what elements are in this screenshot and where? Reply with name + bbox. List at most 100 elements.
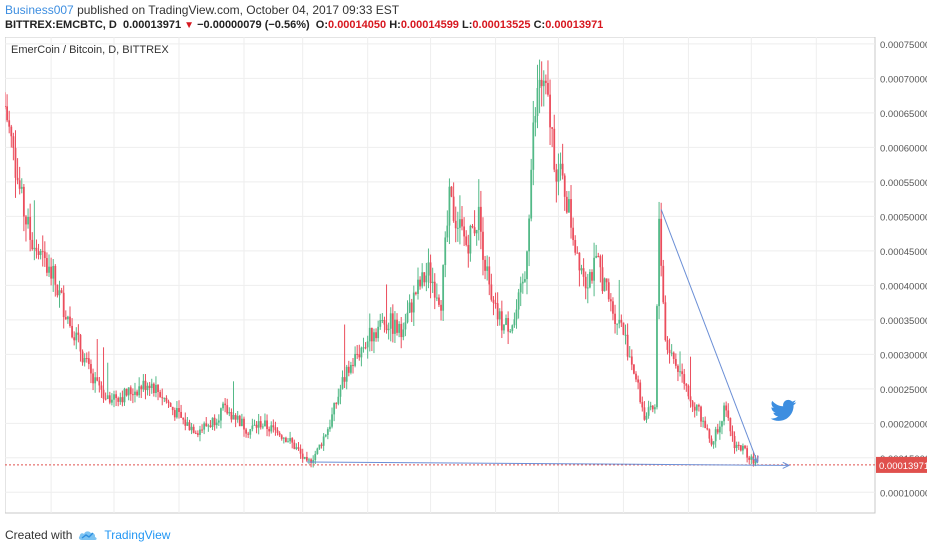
- candle-body: [689, 396, 692, 402]
- candle-body: [683, 374, 686, 384]
- candle-body: [366, 341, 369, 348]
- candle-body: [274, 427, 277, 431]
- candle-body: [335, 403, 338, 405]
- candle-body: [196, 433, 199, 435]
- candle-body: [71, 325, 73, 338]
- candle-body: [240, 418, 243, 427]
- candle-body: [129, 387, 132, 395]
- candle-body: [176, 408, 178, 418]
- candle-body: [232, 415, 235, 420]
- candle-body: [25, 216, 27, 225]
- candle-body: [87, 358, 90, 365]
- candle-body: [597, 255, 600, 257]
- candle-body: [199, 429, 201, 435]
- candle-body: [739, 445, 742, 451]
- candle-body: [27, 216, 29, 225]
- candle-body: [394, 319, 396, 334]
- chart-area[interactable]: 0.000100000.000150000.000200000.00025000…: [4, 36, 930, 532]
- candle-body: [157, 384, 159, 393]
- candle-body: [58, 290, 61, 296]
- candle-body: [708, 429, 711, 439]
- y-tick-label: 0.00075000: [880, 40, 927, 51]
- candle-body: [549, 94, 551, 128]
- candle-body: [211, 417, 214, 428]
- candle-body: [670, 352, 673, 354]
- current-price-badge: [876, 456, 927, 473]
- candle-body: [264, 420, 266, 427]
- candle-body: [136, 391, 138, 396]
- candle-body: [433, 281, 436, 298]
- candle-body: [618, 319, 621, 324]
- candle-body: [352, 364, 354, 366]
- candle-body: [651, 405, 654, 410]
- candle-body: [329, 426, 331, 430]
- candle-body: [456, 227, 459, 229]
- candle-body: [496, 303, 499, 320]
- candle-body: [672, 352, 675, 360]
- candle-body: [245, 429, 247, 434]
- candle-body: [534, 116, 537, 123]
- candle-body: [333, 403, 336, 415]
- candle-body: [138, 386, 141, 396]
- y-tick-label: 0.00010000: [880, 488, 927, 499]
- candle-body: [482, 231, 484, 260]
- candle-body: [356, 353, 359, 355]
- candle-body: [56, 284, 59, 296]
- candle-body: [601, 267, 604, 292]
- candle-body: [664, 302, 667, 341]
- y-tick-label: 0.00060000: [880, 143, 927, 154]
- candle-body: [280, 435, 283, 439]
- candle-body: [217, 420, 220, 423]
- candle-body: [10, 126, 13, 137]
- candle-body: [104, 398, 107, 400]
- candle-body: [614, 313, 616, 325]
- candle-body: [108, 395, 111, 403]
- candle-body: [427, 262, 430, 276]
- candle-body: [150, 383, 153, 388]
- candle-body: [243, 418, 245, 430]
- candle-body: [643, 407, 646, 420]
- candle-body: [444, 237, 447, 266]
- candle-body: [77, 332, 80, 335]
- candle-body: [635, 373, 637, 380]
- candle-body: [586, 287, 589, 289]
- candle-body: [318, 444, 321, 449]
- candle-body: [626, 334, 629, 357]
- candle-body: [20, 186, 23, 189]
- candle-body: [375, 332, 377, 339]
- candle-body: [113, 394, 115, 400]
- candle-body: [194, 432, 197, 434]
- candle-body: [668, 349, 671, 353]
- chart-svg[interactable]: 0.000100000.000150000.000200000.00025000…: [4, 36, 930, 532]
- candle-body: [486, 266, 489, 271]
- candle-body: [268, 429, 271, 432]
- candle-body: [102, 389, 105, 399]
- tradingview-link[interactable]: TradingView: [104, 528, 171, 542]
- candle-body: [454, 220, 457, 229]
- candle-body: [532, 122, 535, 170]
- candle-body: [695, 405, 698, 411]
- candle-body: [6, 106, 8, 121]
- candle-body: [111, 399, 113, 403]
- candles: [4, 59, 759, 468]
- down-arrow-icon: ▼: [184, 20, 195, 31]
- y-tick-label: 0.00065000: [880, 109, 927, 120]
- candle-body: [345, 366, 348, 382]
- candle-body: [515, 309, 518, 320]
- candle-body: [398, 323, 401, 333]
- twitter-bird-icon[interactable]: [770, 399, 797, 421]
- candle-body: [29, 216, 32, 240]
- candle-body: [182, 417, 185, 420]
- candle-body: [561, 163, 564, 176]
- candle-body: [612, 301, 614, 314]
- candle-body: [733, 435, 736, 449]
- candle-body: [530, 169, 533, 219]
- candle-body: [593, 257, 595, 281]
- candle-body: [205, 423, 208, 427]
- candle-body: [43, 251, 46, 259]
- candle-body: [171, 406, 174, 411]
- author-link[interactable]: Business007: [5, 3, 74, 17]
- candle-body: [312, 460, 315, 463]
- candle-body: [41, 251, 44, 253]
- candle-body: [391, 313, 394, 334]
